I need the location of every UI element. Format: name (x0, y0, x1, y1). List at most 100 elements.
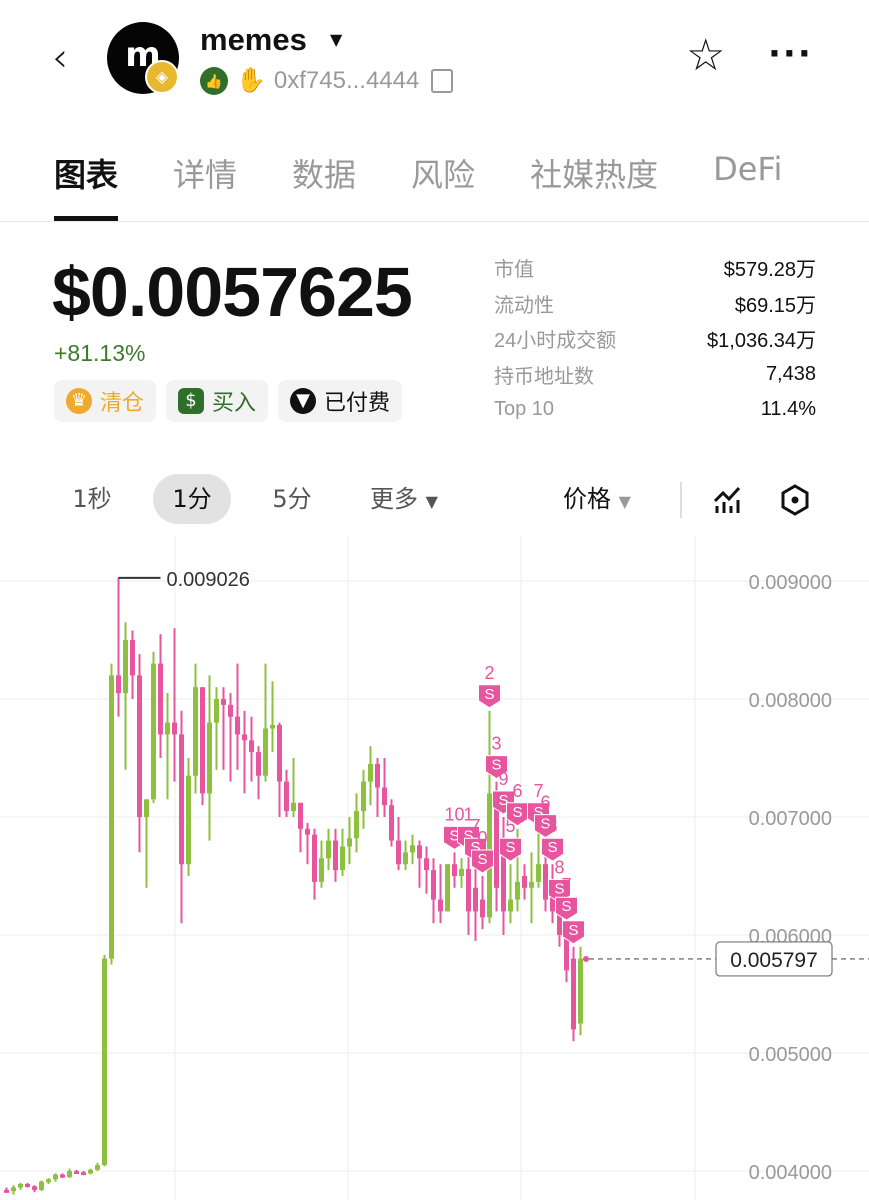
candle-body (424, 858, 429, 871)
sell-marker-badge (478, 684, 501, 709)
candle-body (60, 1174, 65, 1178)
token-name[interactable]: memes (200, 22, 307, 57)
sell-marker-badge (471, 849, 494, 874)
price-type-dropdown[interactable]: 价格 ▼ (563, 485, 631, 513)
sell-marker-count: 6 (512, 781, 522, 801)
sell-marker: S6 (534, 793, 557, 839)
candle-body (529, 881, 534, 888)
timeframe-1m[interactable]: 1分 (153, 474, 231, 524)
more-horizontal-icon[interactable]: ··· (768, 34, 813, 74)
candle-body (375, 763, 380, 788)
candle-body (88, 1169, 93, 1174)
tag-clear-position[interactable]: ♛ 清仓 (54, 380, 157, 422)
more-timeframes-dropdown[interactable]: 更多 ▼ (370, 485, 438, 513)
sell-marker-letter: S (540, 816, 550, 833)
candle-body (116, 675, 121, 694)
sell-marker-letter: S (484, 686, 494, 703)
candle (158, 634, 163, 758)
sell-marker-badge (541, 837, 564, 862)
candle-body (172, 722, 177, 735)
sell-marker-letter: S (533, 804, 543, 821)
back-button[interactable]: ‹ (52, 38, 68, 78)
candle-body (522, 876, 527, 888)
sell-marker-badge (562, 920, 585, 945)
candle (375, 758, 380, 817)
candle-body (291, 802, 296, 812)
sell-marker-count: 2 (484, 663, 494, 683)
candle (578, 946, 583, 1036)
candle-body (109, 675, 114, 959)
contract-address: 0xf745...4444 (273, 66, 420, 94)
candle (410, 834, 415, 865)
timeframe-1s[interactable]: 1秒 (72, 485, 112, 513)
sell-marker-count: 5 (505, 816, 515, 836)
sell-marker-letter: S (449, 827, 459, 844)
tab-data[interactable]: 数据 (292, 156, 357, 194)
candle-body (382, 787, 387, 806)
stat-liquidity: 流动性 $69.15万 (494, 294, 816, 317)
sell-marker: S7 (555, 875, 578, 921)
candle (172, 628, 177, 782)
candle-body (333, 840, 338, 871)
sell-marker-count: 0 (477, 828, 487, 848)
candle-body (158, 663, 163, 735)
tab-social[interactable]: 社媒热度 (530, 156, 659, 194)
candle-body (200, 687, 205, 794)
sell-marker-letter: S (554, 881, 564, 898)
candle-body (249, 740, 254, 753)
tab-details[interactable]: 详情 (173, 156, 238, 194)
candle (389, 799, 394, 847)
candle-body (326, 840, 331, 859)
star-outline-icon[interactable]: ☆ (686, 30, 726, 81)
tab-chart[interactable]: 图表 (54, 150, 119, 221)
candle (130, 630, 135, 699)
candle (109, 663, 114, 965)
sell-marker-count: 6 (540, 793, 550, 813)
chevron-left-icon: ‹ (52, 35, 68, 81)
tab-defi[interactable]: DeFi (713, 150, 783, 188)
candle (417, 840, 422, 888)
tab-bar: 图表 详情 数据 风险 社媒热度 DeFi (54, 150, 837, 221)
candle (165, 693, 170, 800)
tab-risk[interactable]: 风险 (411, 156, 476, 194)
token-avatar: m (107, 22, 179, 94)
candle-body (361, 781, 366, 812)
tag-buy[interactable]: $ 买入 (166, 380, 269, 422)
candle-body (165, 722, 170, 735)
candle (319, 840, 324, 888)
candle-body (389, 805, 394, 841)
candle-body (298, 802, 303, 829)
candle-body (277, 724, 282, 782)
candle (305, 822, 310, 865)
caret-down-icon[interactable]: ▼ (330, 30, 343, 49)
hexagon-settings-icon[interactable] (775, 474, 815, 524)
candle-body (396, 840, 401, 865)
candle-body (214, 699, 219, 723)
sell-marker: S5 (499, 816, 522, 862)
candle (424, 846, 429, 894)
candlestick-chart[interactable]: 0.0090000.0080000.0070000.0060000.005000… (0, 535, 869, 1200)
candle-body (515, 881, 520, 900)
money-bag-icon: $ (178, 388, 205, 414)
candle (270, 681, 275, 753)
candle (466, 852, 471, 935)
candle-body (480, 899, 485, 918)
timeframe-5m[interactable]: 5分 (272, 485, 312, 513)
chart-indicator-icon[interactable] (708, 474, 748, 524)
candle (403, 840, 408, 871)
sell-marker-count: 1 (463, 804, 473, 824)
copy-icon[interactable] (431, 68, 454, 93)
sell-marker-letter: S (568, 922, 578, 939)
candle (200, 687, 205, 806)
sell-marker-badge (485, 755, 508, 780)
chef-hat-icon: ♛ (66, 388, 92, 414)
candle-body (186, 775, 191, 865)
sell-marker: S (562, 920, 585, 945)
sell-marker-count: 7 (533, 781, 543, 801)
candle-body (564, 935, 569, 971)
sell-marker-letter: S (491, 757, 501, 774)
stat-volume-24h: 24小时成交额 $1,036.34万 (494, 330, 816, 353)
sell-marker-letter: S (470, 839, 480, 856)
tag-paid[interactable]: ▼ 已付费 (278, 380, 403, 422)
candle (67, 1168, 72, 1179)
